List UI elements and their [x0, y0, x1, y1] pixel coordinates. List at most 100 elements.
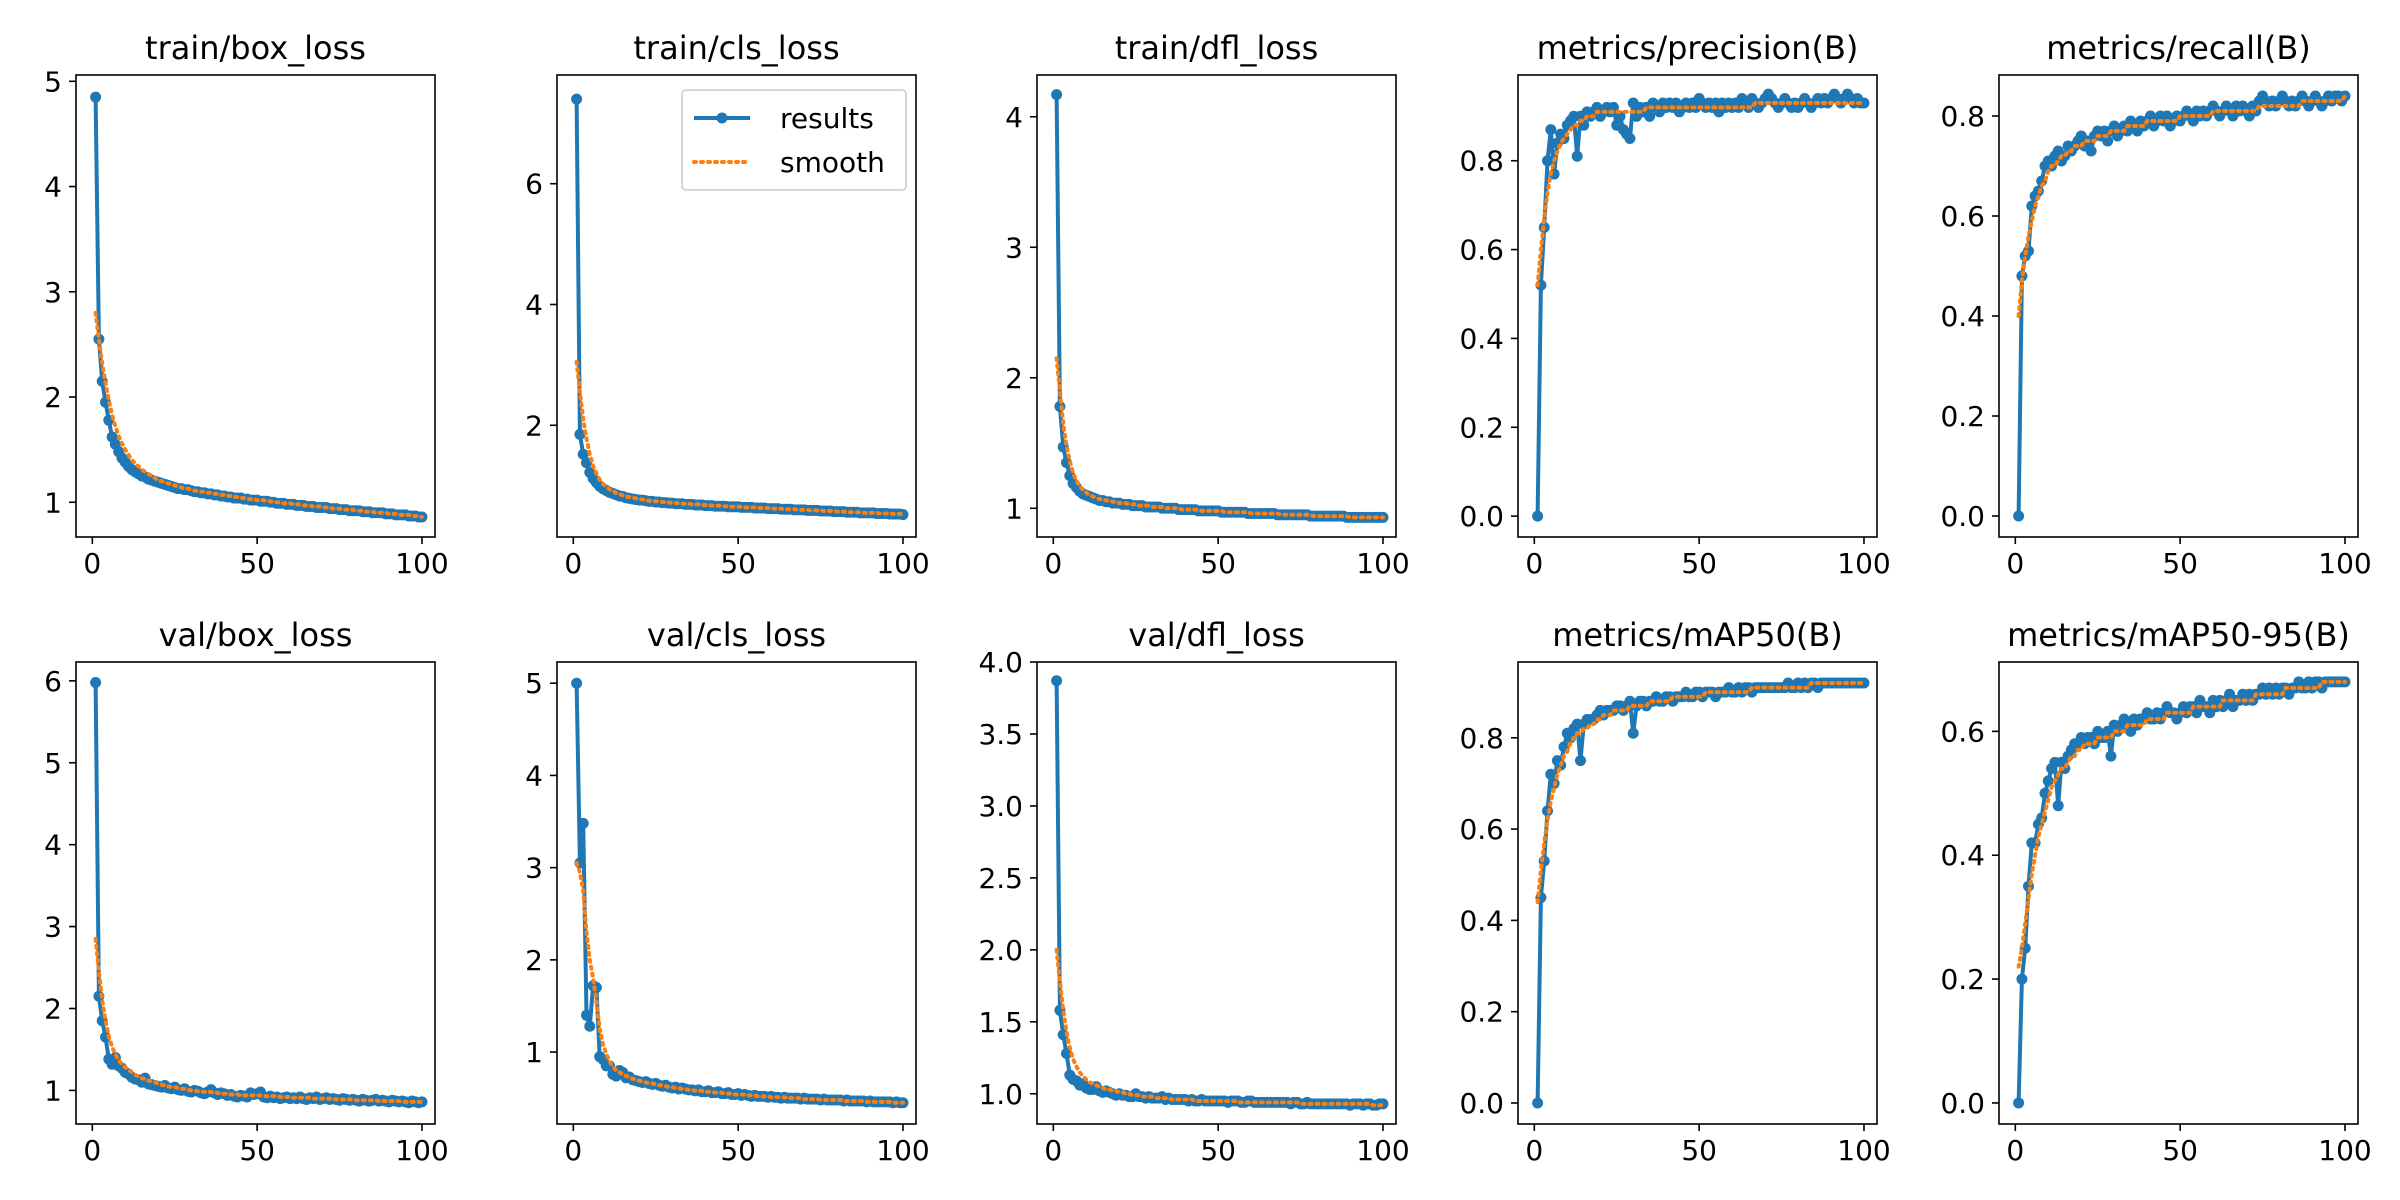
results-point: [1545, 124, 1557, 136]
axes-frame: [556, 74, 917, 538]
results-point: [584, 1020, 596, 1032]
x-tick-label: 0: [1044, 547, 1062, 580]
results-point: [1624, 133, 1636, 145]
series-group: [1051, 675, 1389, 1111]
y-tick-label: 5: [525, 667, 543, 700]
chart-train-cls-loss: train/cls_loss 0 50 100 2 4 6 results smooth: [525, 29, 930, 580]
results-point: [1051, 89, 1063, 101]
chart-title: metrics/mAP50(B): [1552, 616, 1843, 654]
x-tick-label: 0: [83, 547, 101, 580]
y-tick-label: 0.6: [1459, 813, 1504, 846]
results-point: [2042, 775, 2054, 787]
axes-frame: [1998, 74, 2359, 538]
chart-train-dfl-loss: train/dfl_loss 0 50 100 1 2 3 4: [1005, 29, 1410, 580]
x-tick-label: 0: [564, 547, 582, 580]
x-tick-label: 50: [720, 547, 756, 580]
x-tick-label: 50: [1681, 547, 1717, 580]
series-line-results: [93, 97, 422, 519]
results-point: [571, 677, 583, 689]
y-tick-label: 0.6: [1940, 715, 1985, 748]
x-tick-label: 100: [1837, 547, 1890, 580]
results-point: [90, 91, 102, 103]
series-line-smooth: [1535, 100, 1866, 288]
axes-frame: [1517, 74, 1878, 538]
y-tick-label: 0.4: [1940, 300, 1985, 333]
chart-title: val/cls_loss: [647, 616, 826, 654]
series-line-smooth: [2016, 94, 2347, 318]
x-tick-label: 50: [239, 1134, 275, 1167]
chart-title: val/box_loss: [159, 616, 353, 654]
x-tick-label: 0: [83, 1134, 101, 1167]
results-point: [2013, 1097, 2025, 1109]
legend-box: [681, 89, 907, 191]
series-line-results: [93, 682, 423, 1105]
results-point: [1545, 768, 1557, 780]
y-tick-label: 2: [1005, 362, 1023, 395]
series-group: [2013, 90, 2351, 522]
y-tick-label: 0.0: [1459, 500, 1504, 533]
y-tick-label: 1: [525, 1036, 543, 1069]
series-line-results: [2016, 679, 2345, 1103]
chart-title: train/cls_loss: [633, 29, 839, 67]
results-point: [581, 457, 592, 469]
y-tick-label: 5: [44, 747, 62, 780]
chart-val-cls-loss: val/cls_loss 0 50 100 1 2 3 4 5: [525, 616, 930, 1167]
results-point: [581, 1009, 592, 1021]
axes-frame: [1998, 661, 2359, 1125]
y-tick-label: 0.6: [1459, 234, 1504, 267]
series-line-smooth: [1054, 947, 1385, 1108]
chart-metrics-recall-b: metrics/recall(B) 0 50 100 0.0 0.2 0.4 0.6 0.8: [1940, 29, 2371, 580]
x-tick-label: 100: [395, 547, 448, 580]
y-tick-label: 0.2: [1940, 963, 1985, 996]
y-tick-label: 5: [44, 65, 62, 98]
series-line-results: [1054, 94, 1383, 520]
y-tick-label: 1.5: [978, 1006, 1023, 1039]
x-tick-label: 100: [1356, 547, 1409, 580]
legend-marker-results: [716, 112, 728, 124]
chart-val-box-loss: val/box_loss 0 50 100 1 2 3 4 5 6: [44, 616, 449, 1167]
results-point: [2013, 510, 2025, 522]
results-point: [571, 93, 583, 105]
x-tick-label: 0: [2006, 1134, 2024, 1167]
x-tick-label: 50: [2162, 1134, 2198, 1167]
y-tick-label: 2: [44, 993, 62, 1026]
x-tick-label: 100: [876, 1134, 929, 1167]
y-tick-label: 0.8: [1459, 145, 1504, 178]
y-tick-label: 1: [1005, 492, 1023, 525]
y-tick-label: 0.8: [1459, 722, 1504, 755]
chart-title: val/dfl_loss: [1128, 616, 1305, 654]
series-line-results: [1535, 681, 1864, 1104]
results-point: [2052, 800, 2064, 812]
y-tick-label: 0.4: [1459, 904, 1504, 937]
y-tick-label: 0.0: [1940, 1087, 1985, 1120]
x-tick-label: 100: [395, 1134, 448, 1167]
series-line-smooth: [1054, 356, 1385, 520]
results-point: [2016, 973, 2028, 985]
y-tick-label: 3.0: [978, 790, 1023, 823]
x-tick-label: 50: [720, 1134, 756, 1167]
axes-frame: [1517, 661, 1878, 1125]
results-point: [90, 676, 102, 688]
x-tick-label: 0: [1044, 1134, 1062, 1167]
legend-label-results: results: [780, 102, 874, 135]
y-tick-label: 1.0: [978, 1078, 1023, 1111]
series-line-smooth: [2016, 679, 2347, 969]
results-point: [1532, 1097, 1544, 1109]
x-tick-label: 100: [1356, 1134, 1409, 1167]
y-tick-label: 0.0: [1940, 500, 1985, 533]
chart-val-dfl-loss: val/dfl_loss 0 50 100 1.0 1.5 2.0 2.5 3.0 3.5 4.0: [978, 616, 1409, 1167]
series-group: [1051, 89, 1389, 523]
results-point: [897, 509, 909, 521]
y-tick-label: 0.2: [1940, 400, 1985, 433]
series-line-smooth: [574, 861, 905, 1105]
results-point: [1051, 675, 1063, 687]
legend-label-smooth: smooth: [780, 146, 885, 179]
series-line-smooth: [574, 359, 905, 517]
results-point: [1627, 727, 1639, 739]
series-line-smooth: [93, 936, 424, 1104]
series-line-smooth: [93, 310, 424, 519]
y-tick-label: 0.2: [1459, 996, 1504, 1029]
chart-title: train/box_loss: [145, 29, 366, 67]
chart-train-box-loss: train/box_loss 0 50 100 1 2 3 4 5: [44, 29, 449, 580]
y-tick-label: 2.0: [978, 934, 1023, 967]
